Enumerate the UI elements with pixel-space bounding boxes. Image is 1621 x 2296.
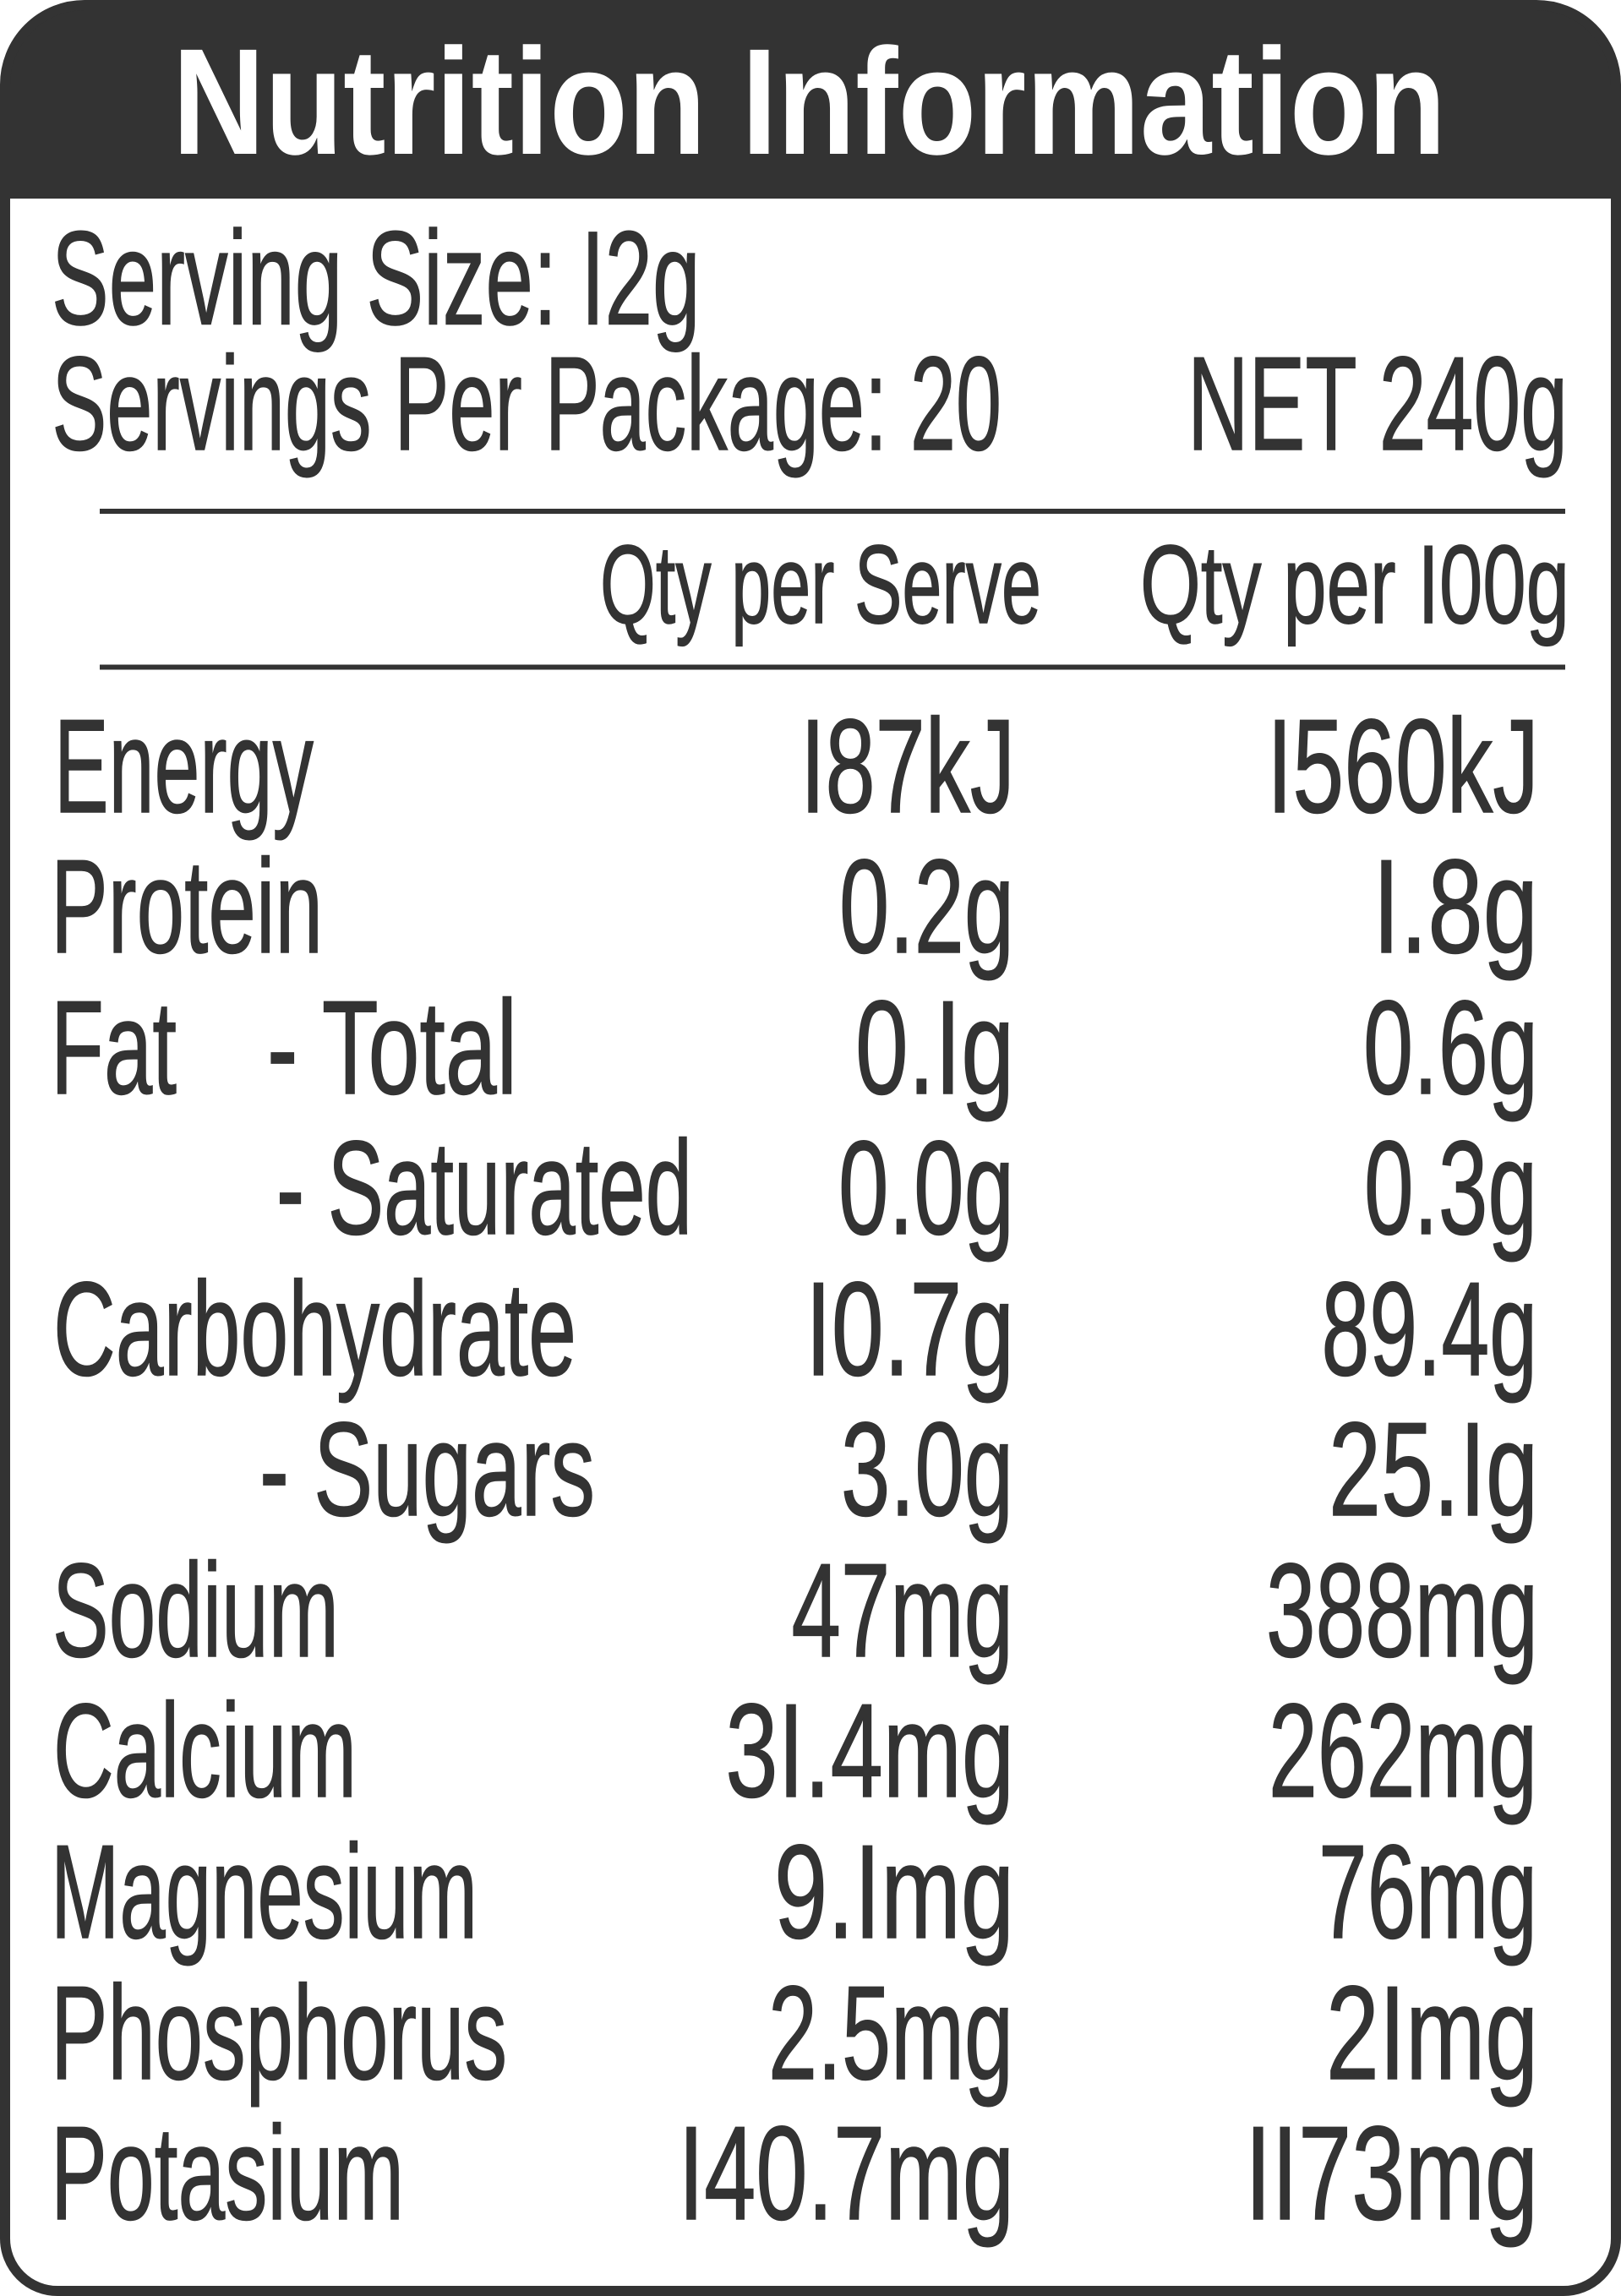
- svg-text:I560kJ: I560kJ: [1267, 692, 1539, 841]
- svg-text:NET 240g: NET 240g: [1187, 330, 1568, 478]
- svg-text:25.Ig: 25.Ig: [1329, 1395, 1538, 1544]
- svg-text:0.0g: 0.0g: [838, 1114, 1014, 1263]
- svg-text:388mg: 388mg: [1266, 1536, 1538, 1685]
- svg-text:Potasium: Potasium: [51, 2099, 404, 2248]
- svg-text:Magnesium: Magnesium: [51, 1818, 478, 1966]
- svg-text:89.4g: 89.4g: [1322, 1255, 1538, 1404]
- svg-text:I0.7g: I0.7g: [805, 1255, 1014, 1404]
- svg-text:Calcium: Calcium: [53, 1677, 357, 1825]
- svg-text:0.Ig: 0.Ig: [855, 973, 1014, 1122]
- svg-text:3.0g: 3.0g: [841, 1395, 1013, 1544]
- svg-text:2Img: 2Img: [1326, 1959, 1538, 2108]
- svg-text:47mg: 47mg: [792, 1536, 1014, 1685]
- svg-text:I40.7mg: I40.7mg: [679, 2099, 1014, 2248]
- svg-text:Energy: Energy: [54, 692, 314, 841]
- svg-text:76mg: 76mg: [1318, 1818, 1537, 1966]
- svg-text:- Saturated: - Saturated: [276, 1114, 692, 1263]
- svg-text:3I.4mg: 3I.4mg: [725, 1677, 1014, 1825]
- svg-text:Phosphorus: Phosphorus: [51, 1959, 507, 2108]
- svg-text:262mg: 262mg: [1269, 1677, 1537, 1825]
- svg-text:Servings Per Package: 20: Servings Per Package: 20: [52, 330, 1002, 478]
- svg-text:Serving Size: I2g: Serving Size: I2g: [52, 205, 701, 353]
- svg-text:Carbohydrate: Carbohydrate: [53, 1255, 576, 1404]
- svg-text:0.6g: 0.6g: [1363, 973, 1538, 1122]
- svg-text:2.5mg: 2.5mg: [768, 1959, 1013, 2108]
- svg-text:- Total: - Total: [267, 973, 517, 1122]
- svg-text:Qty per I00g: Qty per I00g: [1140, 522, 1569, 646]
- svg-text:Sodium: Sodium: [52, 1536, 339, 1685]
- svg-text:I87kJ: I87kJ: [800, 692, 1015, 841]
- svg-text:Qty per Serve: Qty per Serve: [600, 522, 1041, 646]
- svg-text:Fat: Fat: [51, 973, 177, 1122]
- svg-text:I.8g: I.8g: [1373, 832, 1538, 981]
- svg-text:Nutrition Information: Nutrition Information: [172, 17, 1446, 186]
- svg-text:0.3g: 0.3g: [1364, 1114, 1537, 1263]
- svg-text:0.2g: 0.2g: [839, 832, 1014, 981]
- svg-text:- Sugars: - Sugars: [259, 1395, 595, 1544]
- svg-text:Protein: Protein: [51, 832, 323, 981]
- svg-text:9.Img: 9.Img: [774, 1818, 1014, 1966]
- svg-text:II73mg: II73mg: [1245, 2099, 1538, 2248]
